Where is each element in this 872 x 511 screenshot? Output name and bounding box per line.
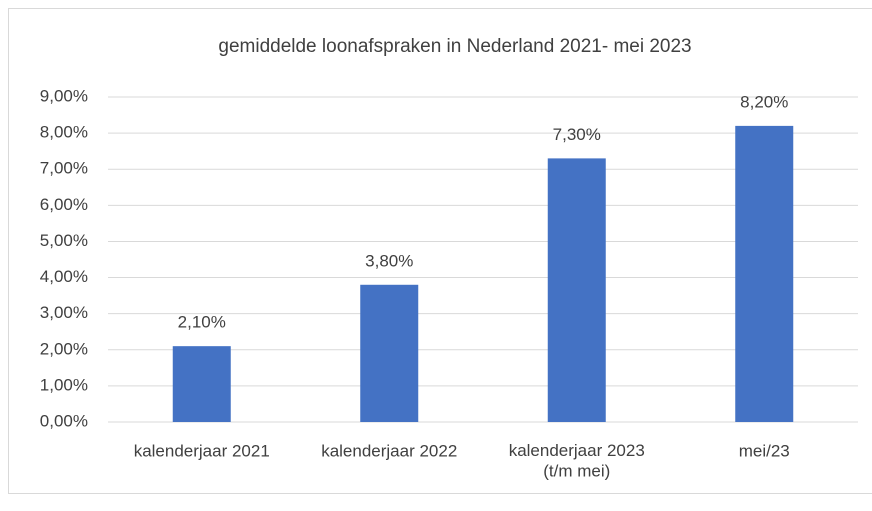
y-tick-label: 2,00% — [40, 339, 88, 358]
value-label: 3,80% — [365, 251, 413, 270]
bar — [735, 126, 793, 422]
y-tick-label: 7,00% — [40, 159, 88, 178]
bar — [360, 285, 418, 422]
x-tick-label: mei/23 — [739, 441, 790, 460]
y-tick-label: 6,00% — [40, 195, 88, 214]
chart-title: gemiddelde loonafspraken in Nederland 20… — [218, 36, 691, 57]
y-tick-label: 1,00% — [40, 375, 88, 394]
y-tick-label: 3,00% — [40, 303, 88, 322]
y-tick-label: 5,00% — [40, 231, 88, 250]
y-tick-label: 9,00% — [40, 86, 88, 105]
x-tick-label: kalenderjaar 2022 — [321, 441, 457, 460]
bar — [548, 158, 606, 422]
y-tick-label: 8,00% — [40, 123, 88, 142]
x-tick-label: kalenderjaar 2021 — [134, 441, 270, 460]
value-label: 7,30% — [553, 125, 601, 144]
y-tick-label: 4,00% — [40, 267, 88, 286]
bar — [173, 346, 231, 422]
value-label: 2,10% — [178, 313, 226, 332]
value-label: 8,20% — [740, 92, 788, 111]
y-tick-label: 0,00% — [40, 411, 88, 430]
